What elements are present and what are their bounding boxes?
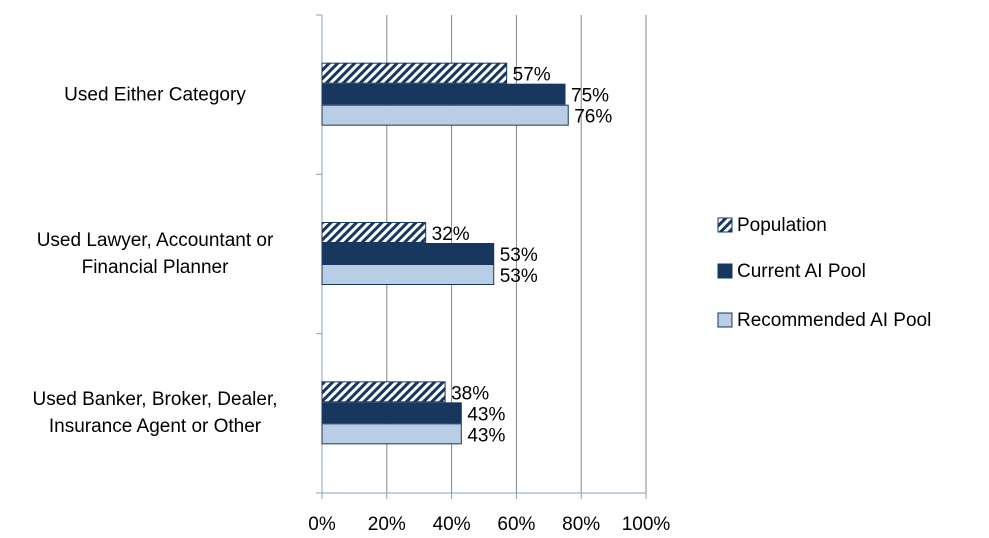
- legend-swatch: [717, 312, 733, 328]
- y-tick-label: Used Lawyer, Accountant or Financial Pla…: [36, 230, 274, 278]
- y-tick-label: Used Either Category: [64, 84, 246, 106]
- legend-label: Recommended AI Pool: [737, 310, 931, 331]
- bar: [321, 83, 566, 105]
- data-label: 53%: [500, 266, 538, 287]
- x-tick-label: 0%: [308, 514, 336, 535]
- x-tick-label: 40%: [433, 514, 471, 535]
- bar: [321, 62, 508, 84]
- legend-label: Current AI Pool: [737, 261, 866, 282]
- legend-swatch: [717, 263, 733, 279]
- data-label: 32%: [432, 224, 470, 245]
- data-label: 43%: [467, 425, 505, 446]
- legend-label: Population: [737, 215, 827, 236]
- bar: [321, 243, 495, 264]
- data-label: 57%: [513, 65, 551, 86]
- legend-swatch: [717, 217, 733, 233]
- bar: [321, 264, 495, 285]
- bar: [321, 104, 569, 126]
- data-label: 43%: [467, 404, 505, 425]
- x-tick-label: 20%: [368, 514, 406, 535]
- x-tick-label: 100%: [622, 514, 671, 535]
- y-tick-label: Used Banker, Broker, Dealer, Insurance A…: [32, 389, 278, 438]
- bar: [321, 222, 427, 243]
- data-label: 53%: [500, 245, 538, 266]
- x-tick-label: 80%: [562, 514, 600, 535]
- bar: [321, 381, 446, 403]
- data-label: 76%: [574, 107, 612, 128]
- data-label: 75%: [571, 86, 609, 107]
- x-tick-label: 60%: [497, 514, 535, 535]
- bar: [321, 423, 462, 445]
- data-label: 38%: [451, 383, 489, 404]
- bar: [321, 402, 462, 424]
